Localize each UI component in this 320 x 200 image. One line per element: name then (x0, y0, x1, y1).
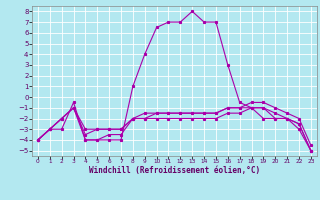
X-axis label: Windchill (Refroidissement éolien,°C): Windchill (Refroidissement éolien,°C) (89, 166, 260, 175)
